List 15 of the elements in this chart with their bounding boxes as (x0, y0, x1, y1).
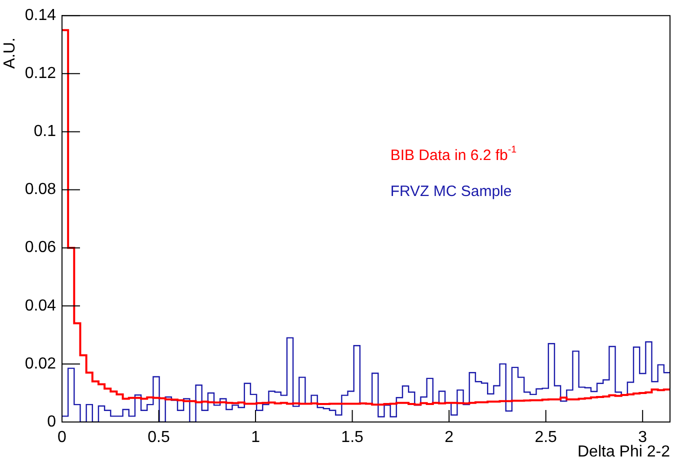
y-axis-title: A.U. (1, 38, 18, 69)
y-tick-label: 0.02 (24, 355, 56, 372)
text: FRVZ MC Sample (390, 182, 512, 200)
x-tick-label: 1.5 (341, 429, 364, 446)
y-tick-label: 0.06 (24, 239, 56, 256)
y-tick-label: 0.1 (34, 123, 56, 140)
y-tick-label: 0.08 (24, 181, 56, 198)
y-tick-label: 0.04 (24, 297, 56, 314)
x-tick-label: 2.5 (534, 429, 558, 446)
y-tick-label: 0.14 (24, 7, 56, 24)
x-tick-label: 0.5 (148, 429, 170, 446)
x-tick-label: 2 (444, 429, 454, 446)
y-tick-label: 0 (47, 413, 56, 430)
y-tick-label: 0.12 (24, 65, 56, 82)
x-tick-label: 1 (251, 429, 260, 446)
